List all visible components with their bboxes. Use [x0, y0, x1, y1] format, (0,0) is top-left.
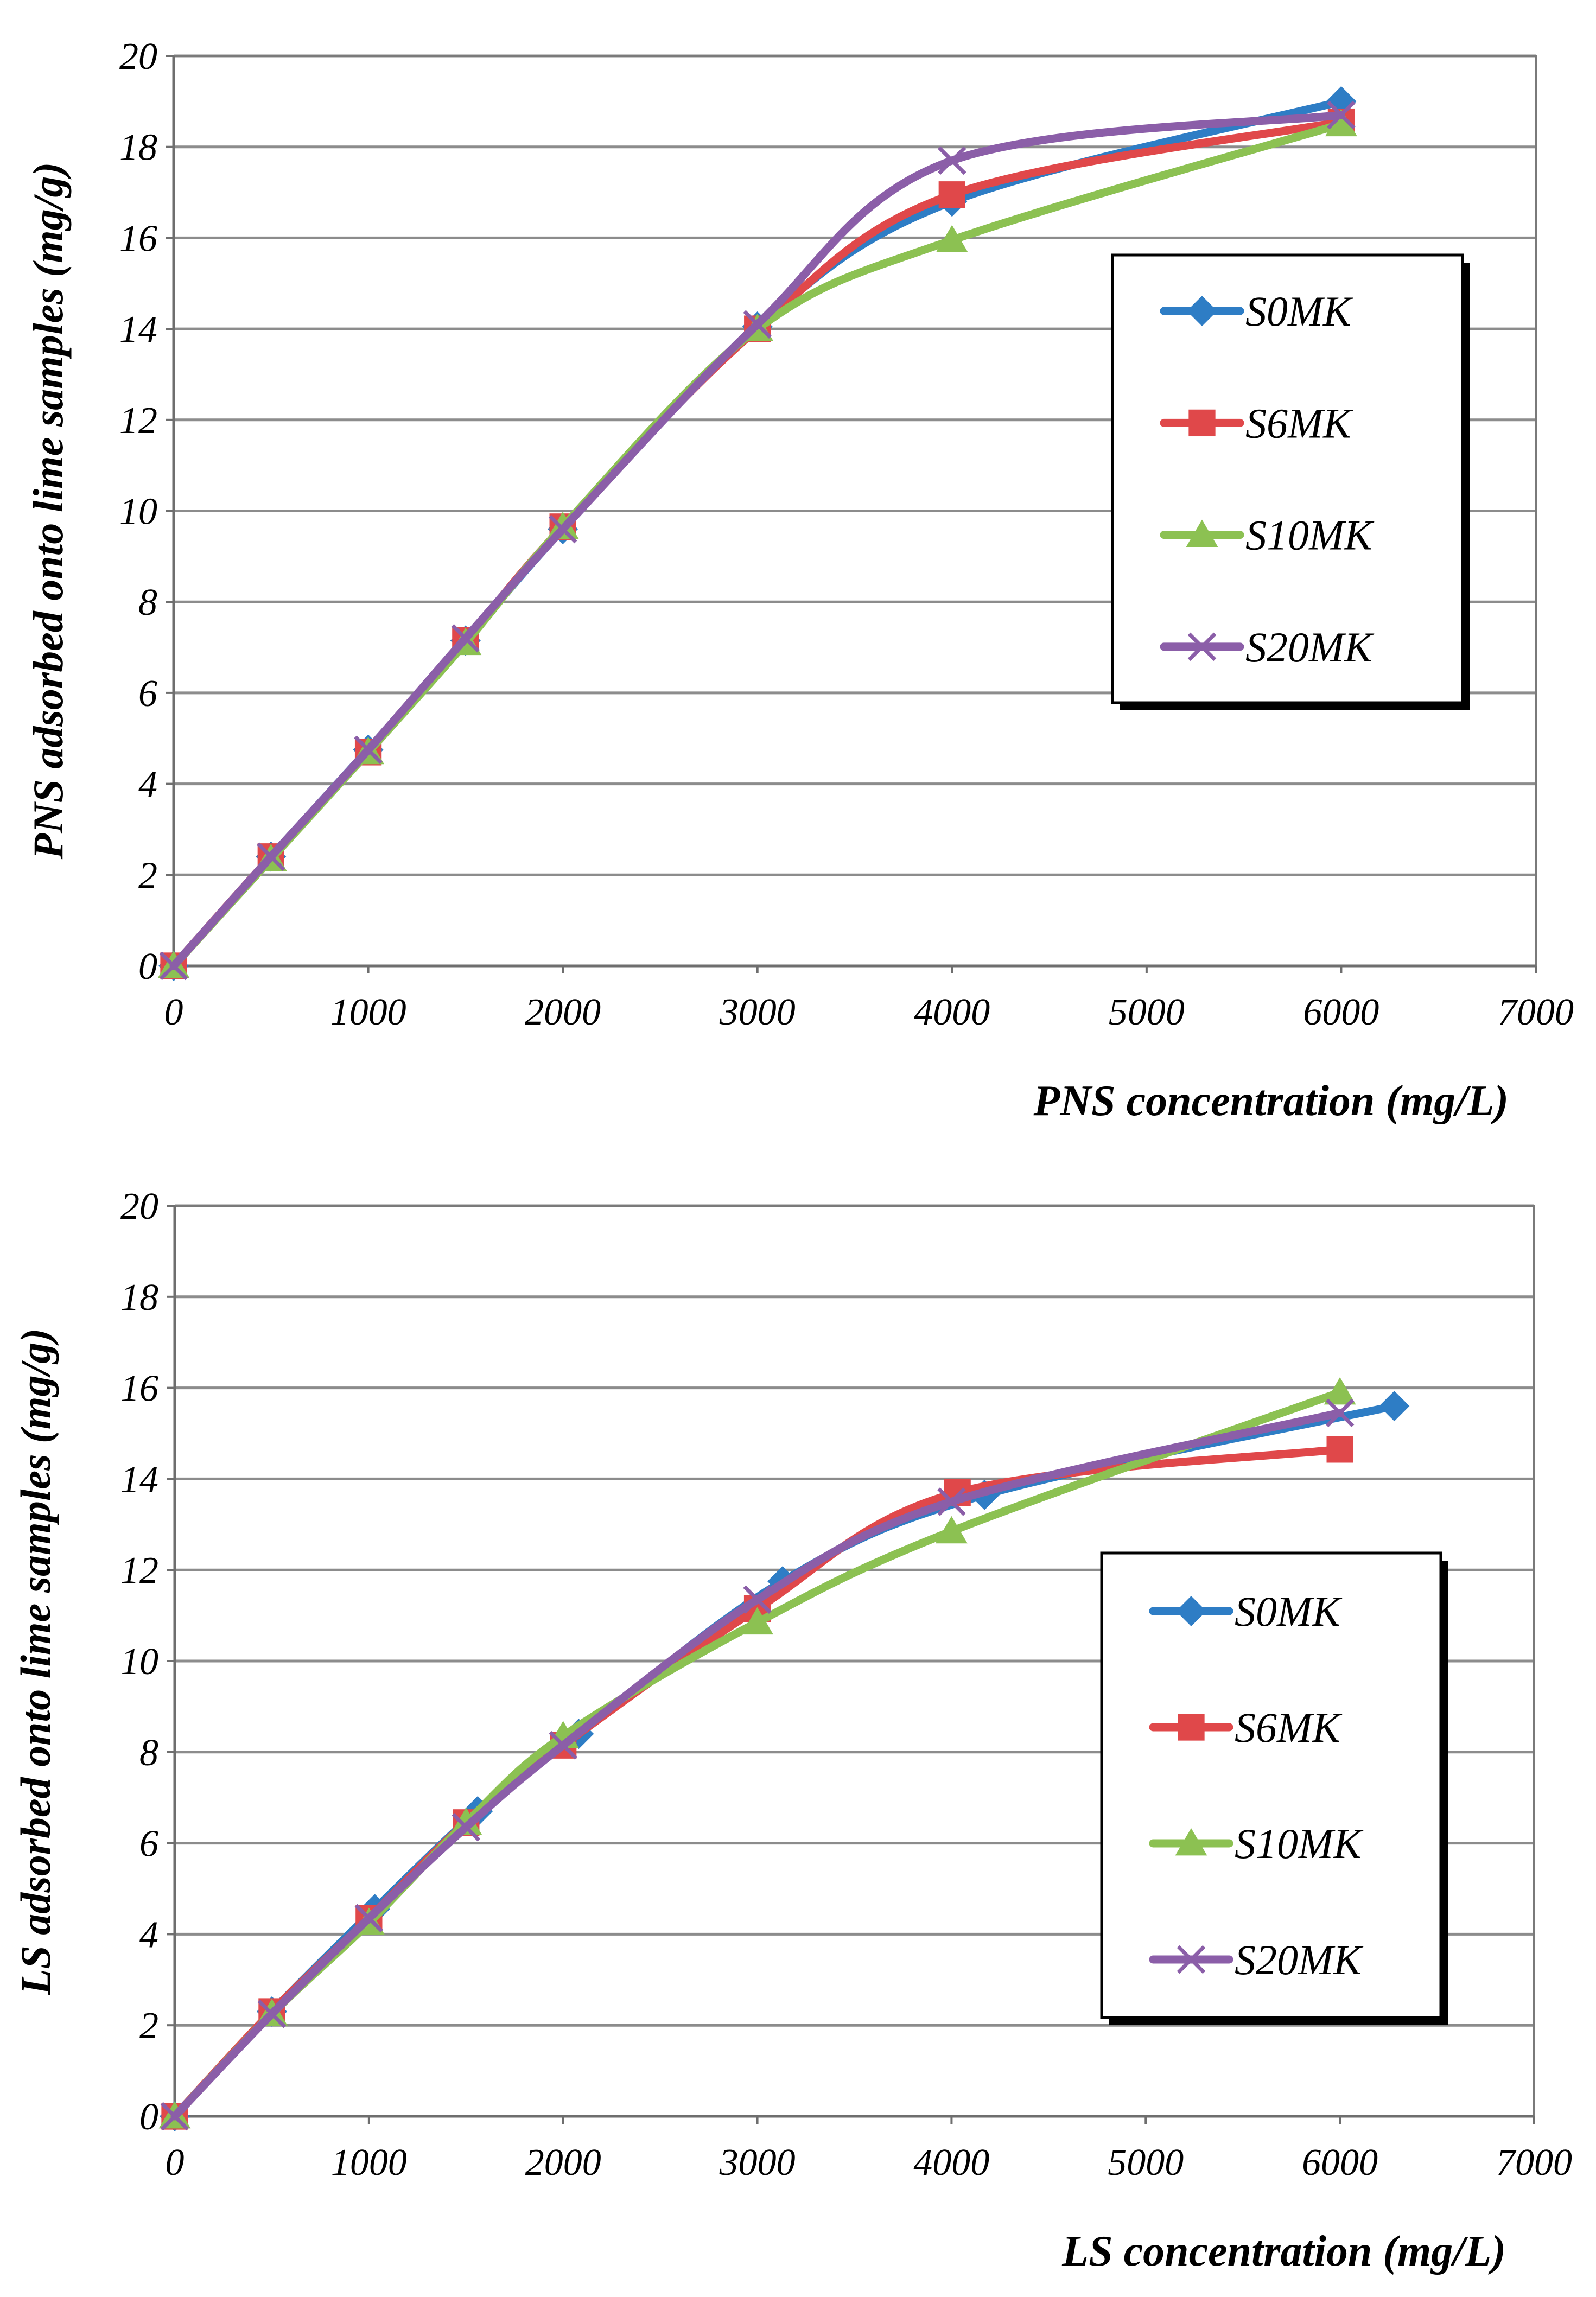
chart-1: 0 2 4 6 8 10 12 14 16 18 20 0 1000 2000 3000 4000 5000 60…: [24, 36, 1574, 1125]
chart-1-ytick-label: 18: [119, 127, 157, 169]
chart-2-point-S20MK-4: [549, 1730, 577, 1760]
chart-1-ytick-label: 8: [138, 582, 157, 623]
chart-2-point-S10MK-6: [936, 1516, 968, 1544]
chart-2-point-S6MK-7: [1326, 1436, 1353, 1463]
chart-1-legend-label-S0MK: S0MK: [1245, 288, 1353, 335]
chart-2-point-S20MK-1: [257, 1999, 287, 2028]
chart-2-ytick-label: 18: [120, 1277, 158, 1319]
chart-2-xtick-label: 5000: [1108, 2142, 1184, 2184]
chart-1-xtick-label: 4000: [914, 991, 990, 1033]
chart-1-ytick-label: 14: [119, 309, 157, 351]
chart-2-legend: [1100, 1551, 1442, 2019]
chart-1-legend: [1111, 253, 1464, 704]
chart-2-point-S20MK-0: [160, 2102, 189, 2131]
chart-1-point-S20MK-4: [548, 514, 577, 544]
chart-2-legend-marker-S10MK: [1175, 1828, 1207, 1856]
chart-1-ytick-label: 4: [138, 764, 157, 806]
chart-1-legend-marker-S20MK: [1187, 632, 1217, 661]
chart-1-legend-marker-S6MK: [1188, 409, 1216, 437]
chart-2-x-axis-title: LS concentration (mg/L): [1061, 2228, 1506, 2275]
chart-1-point-S20MK-6: [938, 146, 966, 175]
chart-1-point-S20MK-1: [257, 842, 285, 871]
chart-2-ytick-label: 16: [120, 1368, 158, 1410]
chart-1-point-S10MK-7: [1325, 109, 1357, 137]
chart-2-legend-label-S20MK: S20MK: [1235, 1936, 1364, 1983]
chart-1-ytick-label: 20: [119, 36, 157, 78]
chart-1-xtick-label: 0: [164, 991, 183, 1033]
chart-1-point-S10MK-6: [936, 225, 968, 252]
chart-2-legend-label-S0MK: S0MK: [1235, 1588, 1343, 1635]
chart-2-xtick-label: 7000: [1496, 2142, 1572, 2184]
chart-2-legend-marker-S0MK: [1176, 1596, 1206, 1626]
chart-2-xtick-label: 6000: [1302, 2142, 1378, 2184]
chart-2-point-S20MK-2: [354, 1904, 384, 1933]
chart-1-ytick-label: 6: [138, 673, 157, 715]
chart-2-point-S20MK-7: [1325, 1398, 1355, 1428]
chart-1-x-axis-title: PNS concentration (mg/L): [1033, 1077, 1509, 1125]
chart-2-legend-label-S10MK: S10MK: [1235, 1820, 1364, 1867]
chart-1-legend-marker-S0MK: [1187, 296, 1217, 327]
chart-1-legend-label-S6MK: S6MK: [1245, 399, 1353, 447]
chart-2-point-S20MK-5: [743, 1585, 772, 1614]
chart-1-y-axis-title: PNS adsorbed onto lime samples (mg/g): [24, 162, 72, 860]
chart-1-point-S20MK-5: [743, 310, 772, 339]
chart-2-ytick-label: 2: [139, 2005, 158, 2047]
chart-2-point-S20MK-6: [937, 1487, 966, 1516]
chart-2-xtick-label: 0: [166, 2142, 185, 2184]
chart-1-xtick-label: 1000: [330, 991, 406, 1033]
chart-2-ytick-label: 0: [139, 2096, 158, 2138]
chart-2-legend-marker-S20MK: [1177, 1945, 1206, 1974]
chart-1-point-S20MK-7: [1327, 100, 1356, 130]
chart-2-y-axis-title: LS adsorbed onto lime samples (mg/g): [12, 1328, 59, 1996]
chart-2-ytick-label: 4: [139, 1914, 158, 1956]
chart-1-xtick-label: 3000: [719, 991, 796, 1033]
chart-1-xtick-label: 5000: [1109, 991, 1185, 1033]
chart-2-ytick-label: 10: [120, 1641, 158, 1683]
chart-2: 0 2 4 6 8 10 12 14 16 18 20 0 1000 2000 3000 4000 5000 60…: [12, 1186, 1572, 2275]
chart-2-point-S20MK-3: [452, 1812, 481, 1842]
chart-1-point-S20MK-0: [159, 951, 188, 981]
chart-2-ytick-label: 6: [139, 1823, 158, 1865]
chart-1-ytick-label: 10: [119, 491, 157, 533]
chart-2-xtick-label: 1000: [331, 2142, 407, 2184]
chart-2-xtick-label: 3000: [719, 2142, 796, 2184]
chart-2-ytick-label: 20: [120, 1186, 158, 1227]
chart-1-legend-label-S10MK: S10MK: [1245, 512, 1375, 559]
chart-2-point-S0MK-7: [1379, 1391, 1410, 1422]
chart-1-point-S6MK-6: [938, 181, 965, 208]
chart-2-ytick-label: 14: [120, 1459, 158, 1500]
chart-1-ytick-label: 0: [138, 946, 157, 988]
chart-2-legend-label-S6MK: S6MK: [1235, 1704, 1343, 1751]
chart-2-ytick-label: 8: [139, 1732, 158, 1774]
chart-2-xtick-label: 2000: [525, 2142, 601, 2184]
chart-1-xtick-label: 7000: [1498, 991, 1574, 1033]
chart-2-point-S10MK-7: [1324, 1377, 1356, 1405]
chart-1-legend-label-S20MK: S20MK: [1245, 623, 1375, 671]
chart-1-ytick-label: 2: [138, 855, 157, 896]
chart-2-legend-marker-S6MK: [1178, 1714, 1205, 1741]
chart-1-legend-marker-S10MK: [1186, 519, 1218, 548]
chart-1-point-S20MK-3: [451, 624, 480, 653]
chart-2-point-S10MK-3: [450, 1807, 482, 1835]
chart-1-ytick-label: 16: [119, 218, 157, 259]
chart-2-point-S10MK-5: [741, 1607, 773, 1635]
chart-1-xtick-label: 2000: [525, 991, 601, 1033]
chart-2-xtick-label: 4000: [913, 2142, 989, 2184]
chart-1-point-S20MK-2: [354, 735, 383, 764]
chart-1-xtick-label: 6000: [1303, 991, 1379, 1033]
chart-1-ytick-label: 12: [119, 400, 157, 442]
chart-2-ytick-label: 12: [120, 1550, 158, 1592]
